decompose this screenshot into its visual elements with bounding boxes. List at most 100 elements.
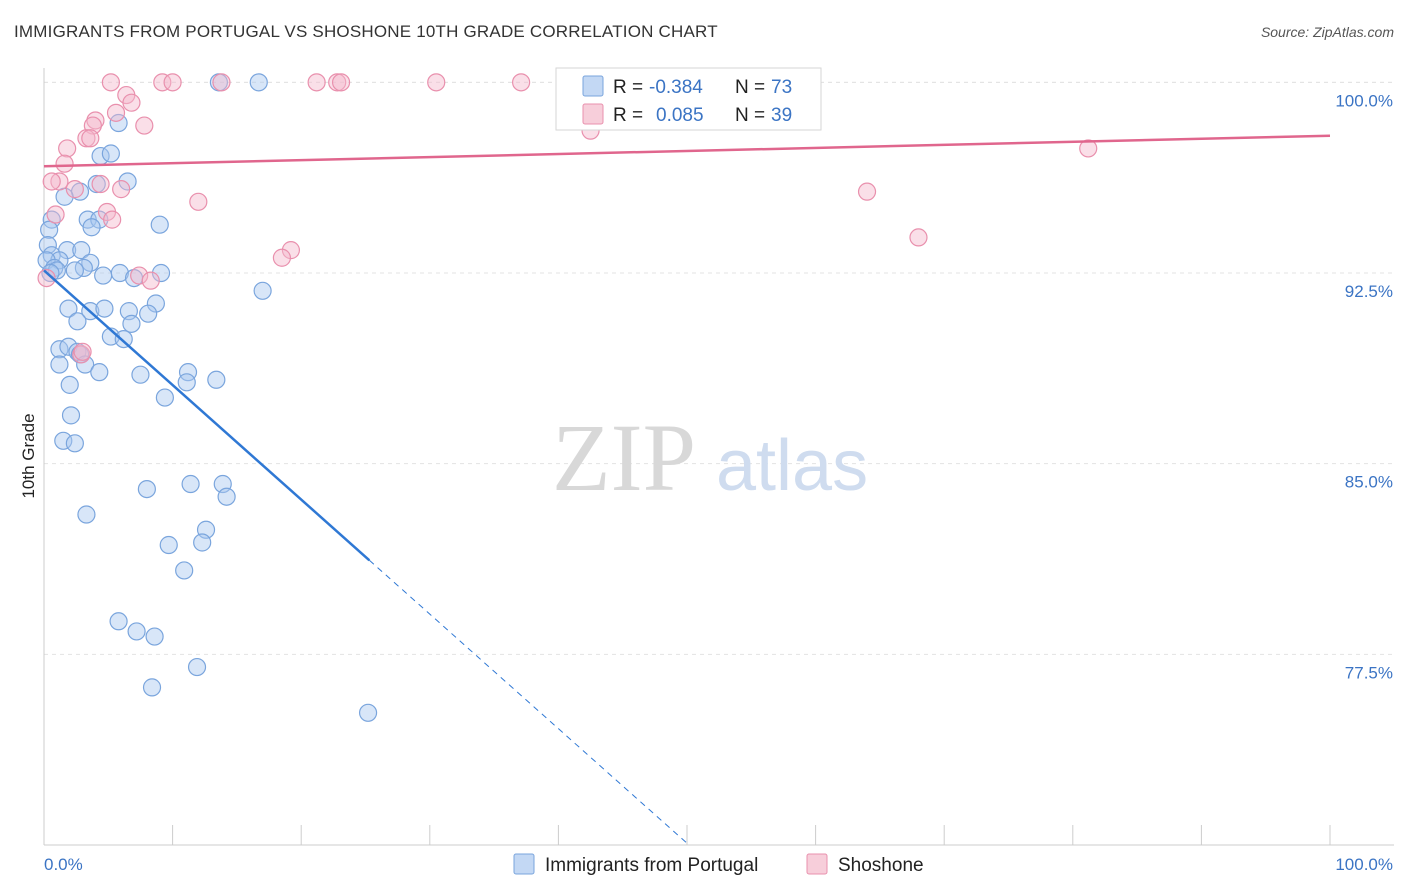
data-point-portugal [142,678,162,697]
data-point-shoshone [328,73,347,92]
data-point-portugal [118,172,137,191]
data-point-shoshone [81,129,100,148]
data-point-portugal [155,388,174,407]
data-point-portugal [68,312,87,331]
tick-labels: 77.5% 85.0% 92.5% 100.0% 0.0% 100.0% [44,91,1393,874]
data-point-shoshone [272,248,292,267]
data-point-shoshone [135,116,154,135]
series-legend-label-portugal: Immigrants from Portugal [545,855,758,876]
data-point-shoshone [101,73,120,92]
data-point-shoshone [91,174,110,194]
data-point-shoshone [331,73,351,92]
legend-swatch-shoshone [582,103,604,125]
y-tick-label: 92.5% [1345,282,1393,301]
data-point-portugal [50,355,69,374]
data-point-portugal [109,612,128,631]
data-point-portugal [122,314,141,333]
data-point-portugal [137,479,156,499]
legend-n-value-shoshone: 39 [771,105,792,126]
data-point-portugal [217,487,236,506]
data-points [37,73,1098,722]
data-point-shoshone [141,271,160,290]
data-point-shoshone [130,266,149,285]
trend-line-portugal-extension [369,559,688,844]
legend-r-label-shoshone: R = [613,105,643,126]
data-point-shoshone [189,192,208,211]
trend-lines [43,134,1331,844]
data-point-portugal [90,210,109,229]
data-point-shoshone [77,129,96,148]
data-point-shoshone [106,103,126,122]
data-point-portugal [127,622,146,641]
data-point-shoshone [1079,139,1098,158]
data-point-portugal [249,73,268,92]
data-point-portugal [40,220,59,239]
data-point-portugal [94,266,113,285]
legend-r-value-shoshone: 0.085 [656,105,704,126]
y-tick-label: 85.0% [1345,473,1393,492]
data-point-portugal [87,174,106,194]
data-point-portugal [114,330,133,349]
data-point-shoshone [65,180,84,199]
legend-r-label-portugal: R = [613,77,643,98]
data-point-shoshone [55,154,74,173]
data-point-portugal [90,363,109,382]
y-tick-label: 77.5% [1345,663,1393,682]
data-point-portugal [146,294,165,313]
data-point-portugal [95,299,114,318]
data-point-portugal [175,561,194,580]
axes [43,68,1394,846]
y-tick-label: 100.0% [1335,91,1393,110]
legend-n-label-shoshone: N = [735,105,765,126]
data-point-portugal [358,703,378,722]
data-point-portugal [54,431,73,450]
chart-title: IMMIGRANTS FROM PORTUGAL VS SHOSHONE 10T… [14,22,718,41]
data-point-portugal [59,299,78,318]
data-point-portugal [38,235,57,255]
data-point-portugal [193,533,212,552]
data-point-shoshone [73,342,92,361]
data-point-shoshone [909,228,928,247]
data-point-portugal [207,370,226,389]
data-point-shoshone [58,139,77,158]
data-point-portugal [65,261,84,280]
stats-legend: R = -0.384 N = 73 R = 0.085 N = 39 [555,67,822,131]
data-point-portugal [77,505,96,524]
data-point-portugal [151,263,171,283]
data-point-portugal [65,434,84,453]
legend-n-label-portugal: N = [735,77,765,98]
y-axis-label: 10th Grade [19,413,38,498]
data-point-portugal [131,365,150,384]
data-point-portugal [187,657,207,677]
grid-lines [44,81,1394,655]
data-point-shoshone [122,93,141,112]
data-point-shoshone [163,73,182,92]
data-point-shoshone [42,172,61,191]
data-point-portugal [177,373,196,392]
data-point-portugal [82,218,101,237]
series-legend-swatch-shoshone [806,853,828,875]
source-credit: Source: ZipAtlas.com [1260,24,1394,40]
data-point-shoshone [512,73,531,92]
series-legend: Immigrants from Portugal Shoshone [513,853,924,876]
data-point-portugal [101,144,120,163]
data-point-portugal [159,535,178,555]
data-point-shoshone [46,205,65,224]
data-point-portugal [253,281,272,300]
legend-n-value-portugal: 73 [771,77,792,98]
data-point-portugal [60,375,79,394]
watermark: ZIP atlas [552,404,868,511]
data-point-shoshone [50,172,69,191]
data-point-portugal [181,474,200,494]
data-point-portugal [72,241,91,260]
data-point-shoshone [307,73,326,92]
trend-line-shoshone [43,134,1331,168]
data-point-portugal [150,215,169,234]
trend-line-portugal [43,269,371,562]
legend-swatch-portugal [582,75,604,97]
data-point-shoshone [103,210,122,229]
data-point-shoshone [153,73,172,92]
data-point-portugal [61,406,81,425]
series-legend-label-shoshone: Shoshone [838,855,924,876]
